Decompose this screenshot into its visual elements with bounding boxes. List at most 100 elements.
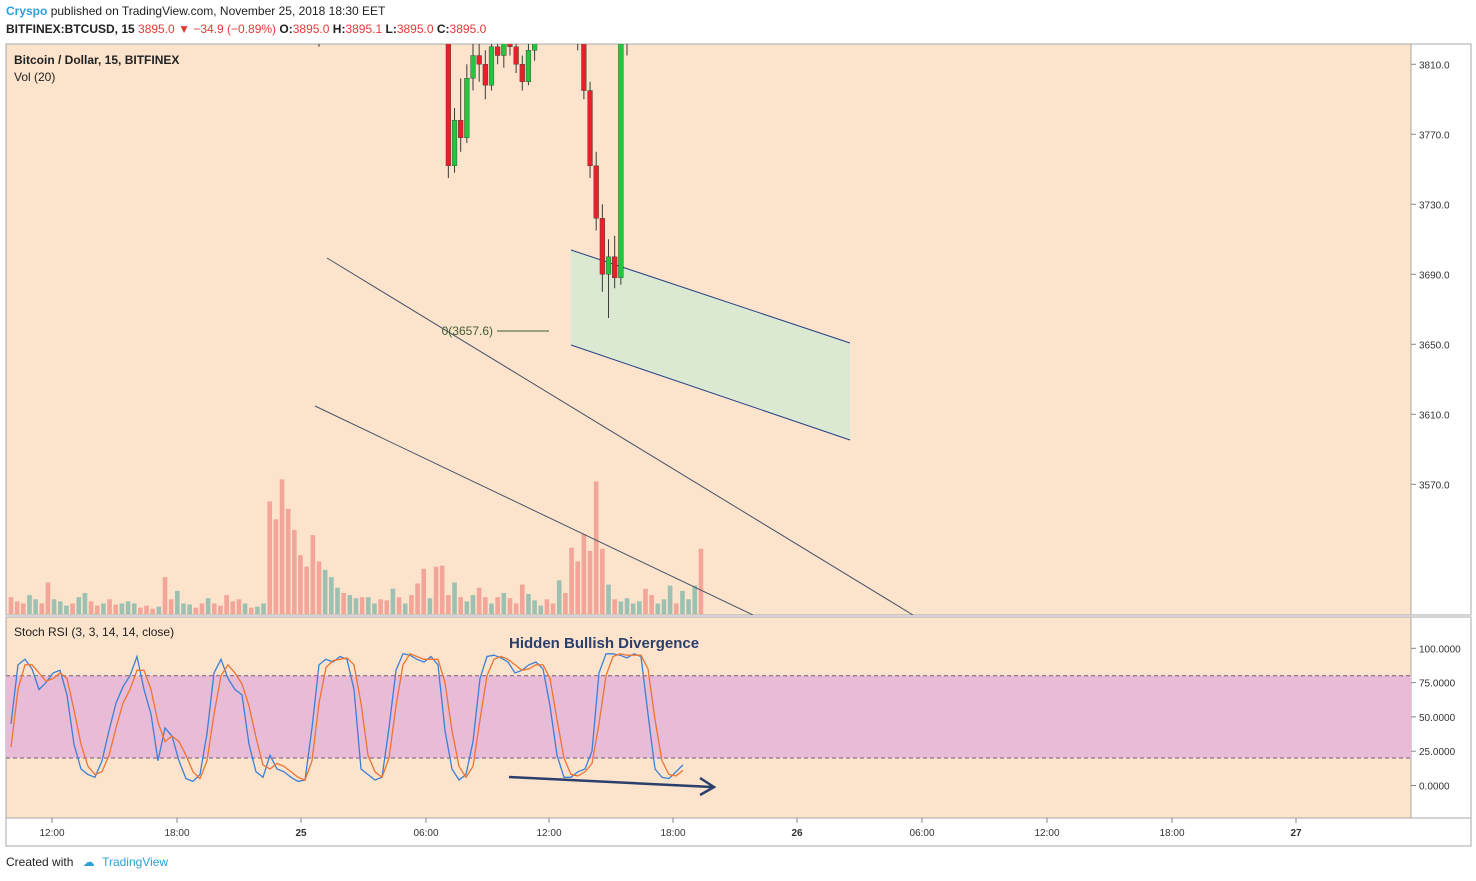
volume-bar [51,599,57,614]
candle-body [599,218,605,275]
volume-bar [483,597,488,614]
candle-body [618,44,624,278]
volume-bar [698,548,704,614]
candle-body [625,0,630,43]
volume-bar [8,597,14,614]
candle-body [575,26,580,38]
volume-bar [310,535,316,614]
candle-body [476,55,482,65]
price-axis-bg[interactable] [1410,43,1472,616]
price-plot[interactable]: 0.786(4342.5)0.618(4196.1)0.5(4093.3)0.3… [6,0,1411,615]
down-arrow-icon: ▼ [178,22,190,36]
time-axis-label: 06:00 [413,828,438,839]
volume-bar [285,508,291,614]
volume-bar [606,584,611,614]
stoch-axis-label: 75.0000 [1419,679,1456,690]
stoch-plot[interactable] [6,653,1411,797]
volume-bar [655,603,661,614]
channel-upper-line [326,257,914,615]
fib-level-label: 0(3657.6) [442,324,493,338]
volume-bar [489,603,494,614]
candle-body [445,44,451,166]
volume-bar [21,603,26,614]
symbol-label: BITFINEX:BTCUSD, 15 [6,22,135,36]
flag-channel-upper [570,249,851,344]
candle-body [532,44,538,51]
volume-bar [14,601,20,614]
time-axis-label: 12:00 [39,828,64,839]
volume-bar [519,584,525,614]
volume-bar [581,534,587,614]
volume-bar [452,582,457,614]
time-axis-label: 12:00 [536,828,561,839]
volume-bar [532,600,537,614]
volume-bar [255,606,260,614]
last-price: 3895.0 [138,22,175,36]
volume-bar [193,607,199,614]
volume-bar [57,601,63,614]
tradingview-logo-icon[interactable]: ☁ [82,855,95,869]
volume-bar [353,598,359,614]
ohlc-open-key: O: [279,22,293,36]
candle-body [451,120,458,166]
volume-bar [569,547,574,614]
time-axis-label: 18:00 [1159,828,1184,839]
candle-body [569,3,574,26]
price-change: −34.9 (−0.89%) [193,22,277,36]
candle-body [581,44,587,91]
published-text: published on TradingView.com, November 2… [50,4,386,18]
volume-bar [168,599,174,614]
volume-bar [131,603,137,614]
stoch-d-line [10,653,684,781]
volume-bar [458,597,463,614]
volume-bar [686,599,691,614]
price-axis-label: 3770.0 [1419,130,1450,141]
candle-body [317,0,322,29]
stoch-title: Stoch RSI (3, 3, 14, 14, close) [14,625,174,639]
candle-body [519,64,525,82]
volume-bar [199,603,205,614]
volume-bar [94,605,100,614]
volume-bar [673,603,679,614]
volume-bar [273,519,279,614]
volume-bar [224,595,229,614]
volume-bar [70,603,75,614]
volume-bar [612,599,617,614]
volume-bar [218,605,223,614]
volume-bar [507,598,513,614]
volume-bar [427,598,433,614]
volume-bar [76,597,82,614]
candle-body [513,46,519,65]
volume-bar [236,599,242,614]
candle-body [605,256,612,275]
price-axis-label: 3730.0 [1419,200,1450,211]
time-axis-label: 06:00 [909,828,934,839]
volume-bar [39,603,45,614]
legend-title: Bitcoin / Dollar, 15, BITFINEX [14,53,179,67]
candle-body [323,0,328,29]
ohlc-high-value: 3895.1 [345,22,383,36]
time-axis-label: 25 [295,828,307,839]
time-axis-label: 18:00 [164,828,189,839]
volume-bar [409,595,414,614]
tradingview-brand[interactable]: TradingView [102,855,169,869]
volume-bar [433,566,439,614]
time-axis-bg[interactable] [5,817,1472,847]
price-axis-label: 3650.0 [1419,340,1450,351]
divergence-arrow-head [699,776,717,797]
volume-bar [181,603,186,614]
volume-bar [347,595,353,614]
stoch-axis-label: 0.0000 [1419,782,1450,793]
time-axis-label: 18:00 [660,828,685,839]
volume-bar [211,603,217,614]
ohlc-low-value: 3895.0 [396,22,434,36]
stoch-axis-label: 50.0000 [1419,713,1456,724]
volume-bar [396,597,402,614]
volume-bar [680,590,685,614]
volume-bar [242,603,248,614]
volume-bar [618,601,624,614]
author-name[interactable]: Cryspo [6,4,48,18]
volume-bar [125,601,131,614]
candle-body [612,256,618,278]
